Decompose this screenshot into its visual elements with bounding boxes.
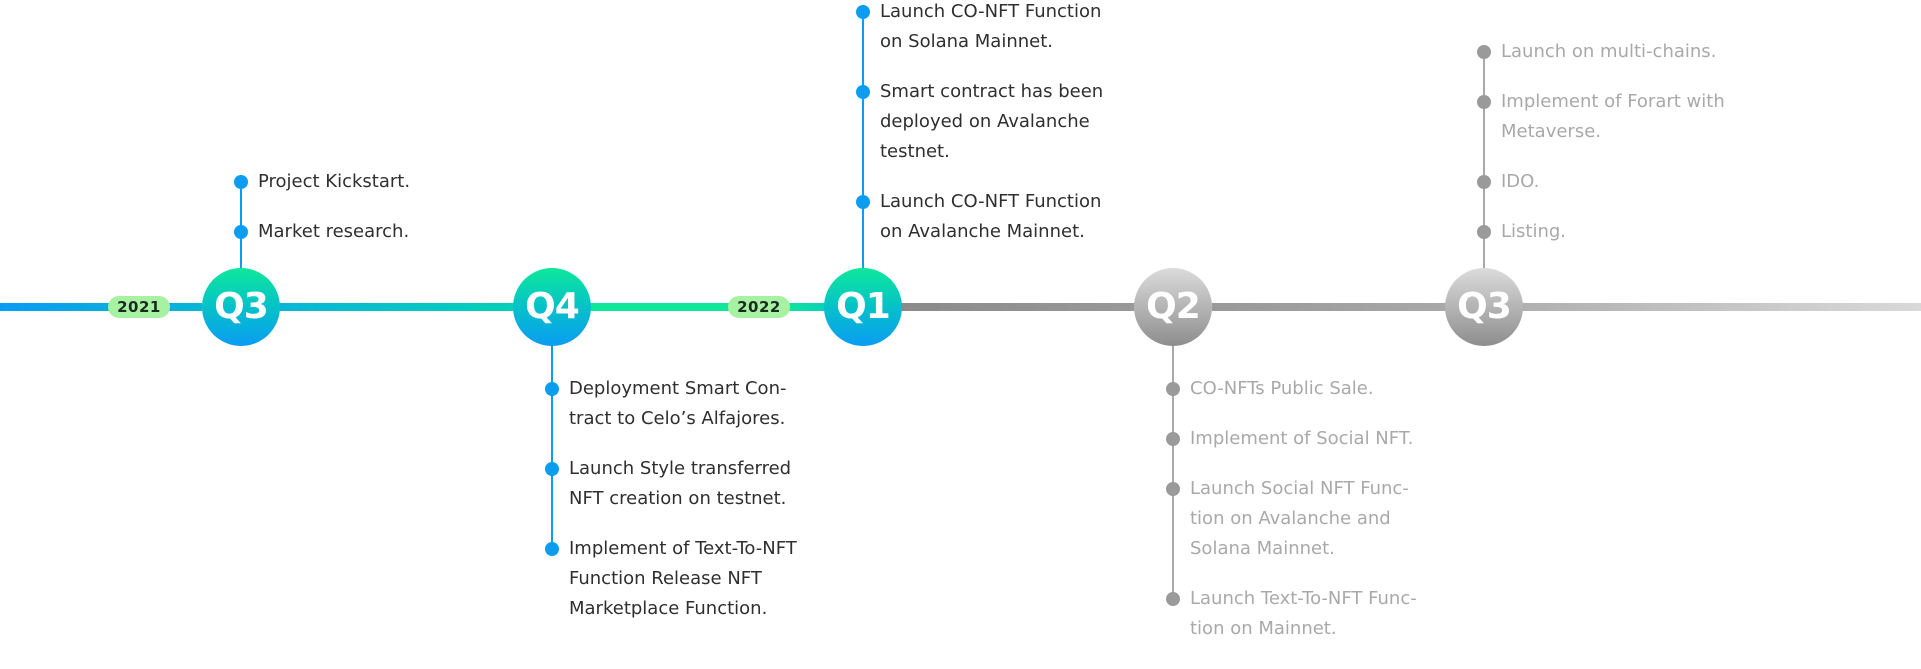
timeline-line-q1-q2 [900, 303, 1136, 311]
q3-2021-item-2: Market research. [258, 221, 410, 242]
q3-2022-item-2: Implement of Forart with Metaverse. [1501, 91, 1725, 142]
q3-2022-item-1: Launch on multi-chains. [1501, 41, 1717, 62]
q2-2022-item-4: Launch Text-To-NFT Func- tion on Mainnet… [1190, 588, 1417, 639]
timeline-line-q2-q3 [1212, 303, 1448, 311]
q1-2022-stem [862, 18, 864, 269]
q3-2022-bullet [1477, 225, 1491, 239]
q2-2022-item-2: Implement of Social NFT. [1190, 428, 1414, 449]
q4-2021-item-3: Implement of Text-To-NFT Function Releas… [569, 538, 797, 619]
timeline-line-q3-q4 [278, 303, 514, 311]
year-label-2021: 2021 [108, 296, 170, 318]
q3-2022-bullet [1477, 95, 1491, 109]
q3-2022-bullet [1477, 175, 1491, 189]
q1-2022-item-1: Launch CO-NFT Function on Solana Mainnet… [880, 1, 1102, 52]
q1-2022-bullet [856, 195, 870, 209]
q4-2021-bullet [545, 462, 559, 476]
quarter-node-q4-2021: Q4 [513, 268, 591, 346]
q1-2022-item-2: Smart contract has been deployed on Aval… [880, 81, 1104, 162]
timeline-line-2021 [0, 303, 202, 311]
q1-2022-bullet [856, 5, 870, 19]
q3-2021-bullet [234, 175, 248, 189]
quarter-node-q3-2021: Q3 [202, 268, 280, 346]
q3-2022-item-3: IDO. [1501, 171, 1540, 192]
q2-2022-bullet [1166, 592, 1180, 606]
timeline-line-q4-q1 [588, 303, 826, 311]
q3-2022-stem [1483, 59, 1485, 269]
q2-2022-item-3: Launch Social NFT Func- tion on Avalanch… [1190, 478, 1409, 559]
q3-2022-item-4: Listing. [1501, 221, 1567, 242]
q2-2022-stem [1172, 345, 1174, 598]
q4-2021-stem [551, 345, 553, 549]
q2-2022-item-1: CO-NFTs Public Sale. [1190, 378, 1374, 399]
q3-2021-item-1: Project Kickstart. [258, 171, 411, 192]
q2-2022-bullet [1166, 382, 1180, 396]
quarter-node-q1-2022: Q1 [824, 268, 902, 346]
q4-2021-bullet [545, 382, 559, 396]
q3-2021-bullet [234, 225, 248, 239]
q2-2022-bullet [1166, 482, 1180, 496]
timeline-line-future [1522, 303, 1921, 311]
q4-2021-item-1: Deployment Smart Con- tract to Celo’s Al… [569, 378, 787, 429]
q4-2021-bullet [545, 542, 559, 556]
q3-2022-bullet [1477, 45, 1491, 59]
q1-2022-bullet [856, 85, 870, 99]
q2-2022-bullet [1166, 432, 1180, 446]
quarter-node-q2-2022: Q2 [1134, 268, 1212, 346]
year-label-2022: 2022 [728, 296, 790, 318]
q4-2021-item-2: Launch Style transferred NFT creation on… [569, 458, 792, 509]
quarter-node-q3-2022: Q3 [1445, 268, 1523, 346]
q1-2022-item-3: Launch CO-NFT Function on Avalanche Main… [880, 191, 1102, 242]
